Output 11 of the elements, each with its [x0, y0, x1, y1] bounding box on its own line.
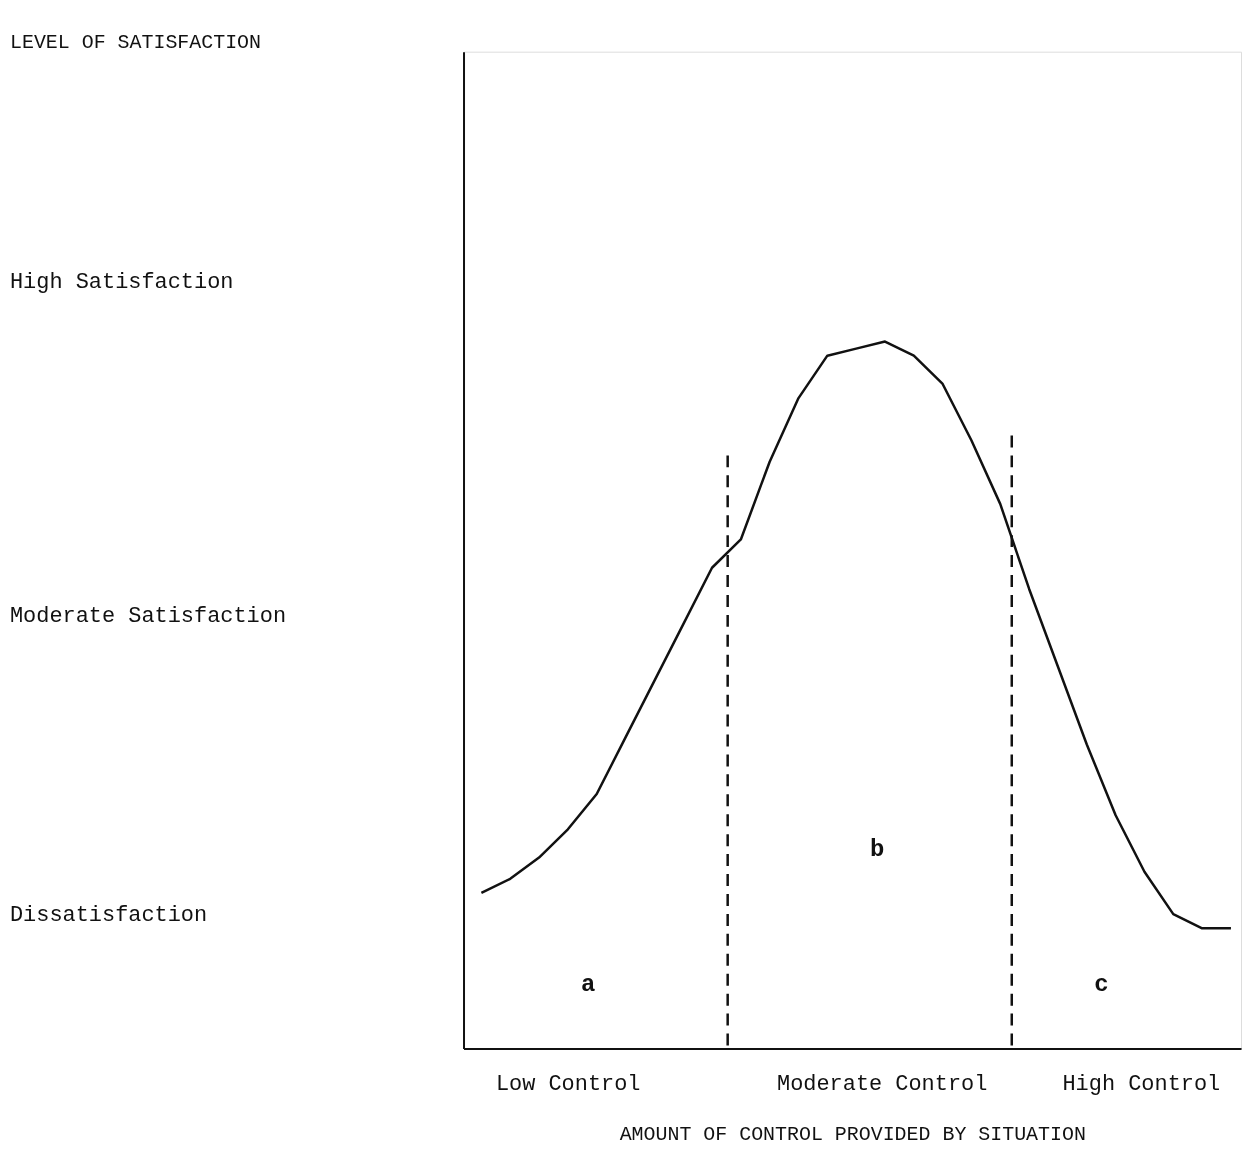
annotation: a	[580, 970, 596, 998]
annotation: c	[1094, 970, 1109, 998]
text: High Satisfaction	[9, 269, 234, 295]
text: LEVEL OF SATISFACTION	[9, 30, 262, 54]
text: Moderate Control	[777, 1072, 988, 1098]
text: Low Control	[495, 1072, 641, 1098]
text: Dissatisfaction	[9, 902, 208, 928]
text: Moderate Satisfaction	[9, 603, 287, 629]
x-axis-title: AMOUNT OF CONTROL PROVIDED BY SITUATION	[619, 1122, 1086, 1146]
text: High Control	[1062, 1072, 1221, 1098]
annotation: b	[870, 836, 885, 864]
